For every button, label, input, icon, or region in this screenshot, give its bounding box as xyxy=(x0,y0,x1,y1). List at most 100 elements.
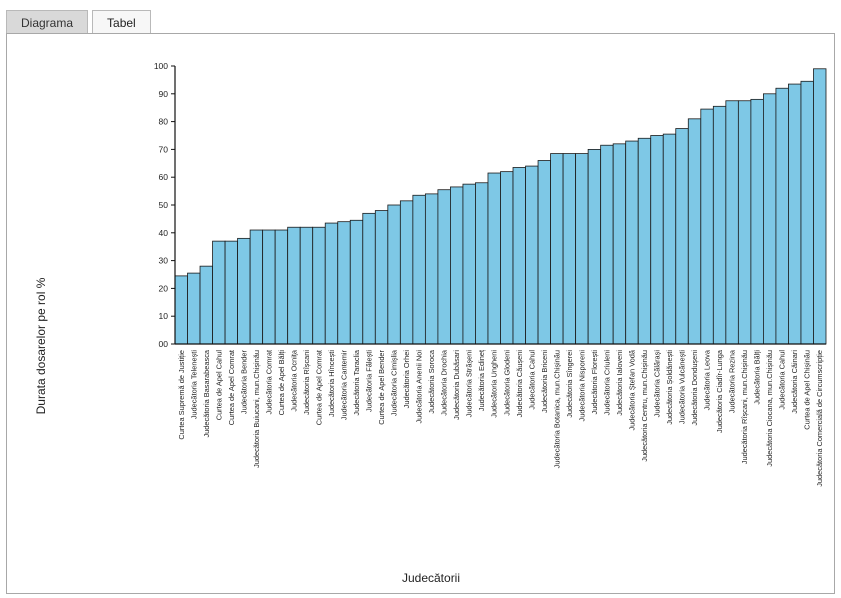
bar xyxy=(700,108,714,345)
y-tick-label: 20 xyxy=(159,283,169,293)
y-axis-label: Durata dosarelor pe rol % xyxy=(34,277,48,414)
x-category-label: Judecătoria Cahul xyxy=(778,350,787,410)
y-tick-label: 40 xyxy=(159,228,169,238)
bar xyxy=(437,189,451,345)
x-category-label: Judecătoria Soroca xyxy=(427,349,436,414)
bar xyxy=(237,237,251,345)
x-axis-label: Judecătorii xyxy=(402,571,460,585)
x-category-label: Judecătoria Hîncești xyxy=(327,350,336,417)
x-category-label: Judecătoria Ciadîr-Lunga xyxy=(715,349,724,433)
bar xyxy=(274,229,289,345)
x-category-label: Judecătoria Fălești xyxy=(365,350,374,412)
x-category-label: Judecătoria Călărași xyxy=(652,350,661,418)
x-category-label: Curtea de Apel Cahul xyxy=(214,350,223,421)
bar xyxy=(324,222,339,345)
bar xyxy=(662,133,677,345)
x-category-label: Judecătoria Ungheni xyxy=(490,350,499,418)
bar xyxy=(337,221,351,345)
y-tick-label: 50 xyxy=(159,200,169,210)
bar xyxy=(224,240,238,345)
x-category-label: Judecătoria Ștefan Vodă xyxy=(627,349,636,430)
tab-tabel[interactable]: Tabel xyxy=(92,10,151,34)
x-category-label: Judecătoria Rezina xyxy=(728,349,737,413)
x-category-label: Curtea de Apel Chișinău xyxy=(803,350,812,430)
x-category-label: Judecătoria Orhei xyxy=(402,350,411,409)
bar xyxy=(550,153,564,345)
x-category-label: Judecătoria Nisporeni xyxy=(577,350,586,422)
bar xyxy=(312,226,326,345)
bar xyxy=(412,194,426,345)
bar xyxy=(537,160,551,345)
x-category-label: Judecătoria Centru, mun.Chișinău xyxy=(640,350,649,462)
bar xyxy=(174,275,188,345)
bar xyxy=(362,212,376,345)
bar xyxy=(637,137,652,345)
bar xyxy=(587,149,602,345)
bars-group xyxy=(174,68,827,345)
bar xyxy=(725,100,739,345)
x-category-label: Judecătoria Comercială de Circumscripție xyxy=(815,350,824,487)
y-tick-label: 100 xyxy=(154,61,168,71)
x-category-label: Judecătoria Buiucani, mun.Chișinău xyxy=(252,350,261,468)
x-category-label: Judecătoria Glodeni xyxy=(502,350,511,416)
bar xyxy=(600,144,614,345)
bar xyxy=(775,87,789,345)
y-tick-label: 70 xyxy=(159,144,169,154)
bar xyxy=(650,135,664,345)
bar xyxy=(800,80,814,345)
chart-panel: Durata dosarelor pe rol % Judecătorii 00… xyxy=(6,33,835,594)
bar xyxy=(813,68,827,345)
bar xyxy=(212,240,226,345)
x-category-label: Judecătoria Florești xyxy=(590,350,599,415)
y-tick-label: 10 xyxy=(159,311,169,321)
bar xyxy=(374,210,389,345)
x-category-label: Judecătoria Cimișlia xyxy=(390,349,399,416)
x-category-label: Judecătoria Ialoveni xyxy=(615,350,624,416)
x-category-label: Judecătoria Drochia xyxy=(440,349,449,416)
bar xyxy=(387,204,401,345)
x-category-label: Judecătoria Căușeni xyxy=(515,350,524,418)
x-category-label: Judecătoria Bălți xyxy=(753,350,762,405)
x-axis-categories: Curtea Supremă de Justiție Judecătoria Te… xyxy=(177,349,824,487)
bar xyxy=(262,229,276,345)
bar xyxy=(612,143,627,345)
y-tick-label: 60 xyxy=(159,172,169,182)
x-category-label: Judecătoria Dondușeni xyxy=(690,350,699,426)
bar xyxy=(187,272,201,345)
x-category-label: Judecătoria Sîngerei xyxy=(565,350,574,418)
bar xyxy=(287,226,301,345)
x-category-label: Judecătoria Ciocana, mun.Chișinău xyxy=(765,350,774,467)
x-category-label: Judecătoria Botanica, mun.Chișinău xyxy=(552,350,561,468)
x-category-label: Judecătoria Anenii Noi xyxy=(415,350,424,424)
y-tick-label: 30 xyxy=(159,256,169,266)
bar xyxy=(487,172,501,345)
x-category-label: Curtea Supremă de Justiție xyxy=(177,350,186,440)
bar xyxy=(675,128,689,345)
bar xyxy=(712,105,727,345)
bar xyxy=(424,193,439,345)
bar xyxy=(562,153,577,345)
x-category-label: Judecătoria Leova xyxy=(703,349,712,410)
bar xyxy=(500,171,514,345)
x-category-label: Curtea de Apel Bălți xyxy=(277,350,286,416)
bar xyxy=(625,140,639,345)
x-category-label: Judecătoria Edineț xyxy=(477,350,486,411)
bar xyxy=(475,182,489,345)
bar xyxy=(399,200,414,345)
x-category-label: Judecătoria Căinari xyxy=(790,350,799,414)
bar xyxy=(525,165,539,345)
x-category-label: Judecătoria Șoldănești xyxy=(665,350,674,425)
y-tick-label: 80 xyxy=(159,117,169,127)
bar xyxy=(737,100,752,345)
bar xyxy=(575,153,589,345)
x-category-label: Judecătoria Ocnița xyxy=(289,349,298,412)
bar xyxy=(750,98,764,345)
x-category-label: Judecătoria Rîșcani xyxy=(302,350,311,415)
x-category-label: Judecătoria Telenești xyxy=(189,350,198,420)
tab-diagrama[interactable]: Diagrama xyxy=(6,10,89,34)
view-tabs: Diagrama Tabel xyxy=(6,10,151,34)
x-category-label: Judecătoria Bender xyxy=(239,349,248,414)
x-category-label: Judecătoria Cantemir xyxy=(340,349,349,420)
x-category-label: Judecătoria Taraclia xyxy=(352,349,361,415)
bar xyxy=(199,265,213,345)
